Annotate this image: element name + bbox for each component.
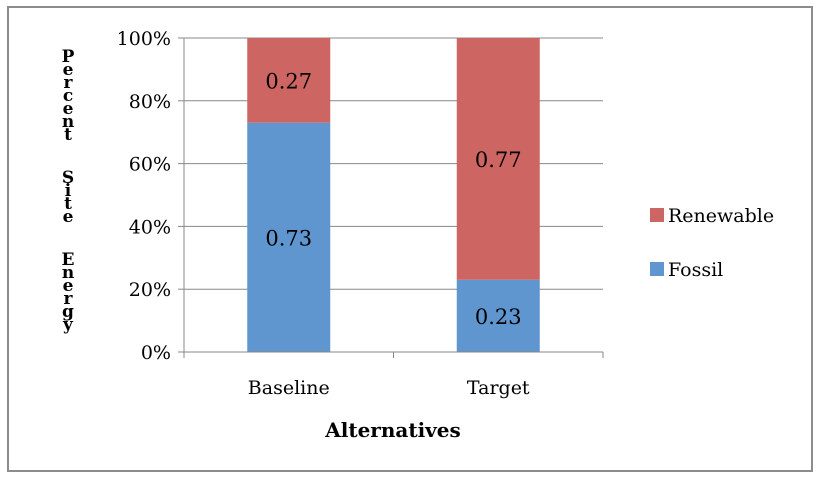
y-axis-title-char: n bbox=[62, 112, 74, 132]
y-axis-title-char: g bbox=[62, 302, 74, 322]
bar-renewable-baseline bbox=[247, 38, 331, 123]
y-axis-title-char: y bbox=[62, 315, 74, 335]
x-tick-label: Baseline bbox=[248, 377, 330, 399]
y-axis-title-char: S bbox=[62, 168, 74, 188]
legend-label-renewable: Renewable bbox=[668, 205, 774, 227]
y-axis-title-char: r bbox=[64, 289, 74, 309]
data-label-renewable-baseline: 0.27 bbox=[265, 69, 312, 93]
y-axis-title-char: e bbox=[63, 276, 74, 296]
bar-fossil-target bbox=[456, 279, 540, 352]
legend: Renewable Fossil bbox=[650, 205, 774, 281]
gridlines bbox=[184, 37, 603, 290]
bar-fossil-baseline bbox=[247, 122, 331, 352]
y-tick-label: 40% bbox=[129, 216, 171, 238]
y-tick-label: 80% bbox=[129, 91, 171, 113]
y-axis-title-char: c bbox=[63, 86, 73, 106]
data-label-fossil-baseline: 0.73 bbox=[265, 226, 312, 250]
legend-label-fossil: Fossil bbox=[668, 259, 723, 281]
x-axis-title: Alternatives bbox=[324, 418, 461, 442]
legend-swatch-fossil bbox=[650, 262, 664, 276]
y-axis-title-char: i bbox=[65, 181, 72, 201]
y-tick-label: 100% bbox=[117, 28, 171, 50]
x-tick-label: Target bbox=[467, 377, 530, 399]
data-labels: 0.73 0.27 0.23 0.77 bbox=[265, 69, 521, 329]
axes: 0% 20% 40% 60% 80% 100% Baseline Target bbox=[117, 28, 604, 399]
y-axis-title-char: e bbox=[63, 207, 74, 227]
y-axis-title-char: r bbox=[64, 73, 74, 93]
y-axis-title-char: E bbox=[62, 250, 75, 270]
y-axis-title-char: n bbox=[62, 263, 74, 283]
data-label-renewable-target: 0.77 bbox=[475, 148, 522, 172]
y-axis-title-char: t bbox=[64, 125, 72, 145]
y-tick-label: 0% bbox=[141, 342, 171, 364]
y-axis-title-char: e bbox=[63, 60, 74, 80]
y-tick-label: 20% bbox=[129, 279, 171, 301]
bars bbox=[247, 38, 540, 352]
y-tick-label: 60% bbox=[129, 154, 171, 176]
y-axis-title-char: P bbox=[62, 47, 75, 67]
data-label-fossil-target: 0.23 bbox=[475, 305, 522, 329]
y-axis-title-char: t bbox=[64, 194, 72, 214]
chart-frame bbox=[7, 6, 813, 472]
bar-renewable-target bbox=[456, 38, 540, 280]
y-axis-title-char: e bbox=[63, 99, 74, 119]
legend-swatch-renewable bbox=[650, 208, 664, 222]
